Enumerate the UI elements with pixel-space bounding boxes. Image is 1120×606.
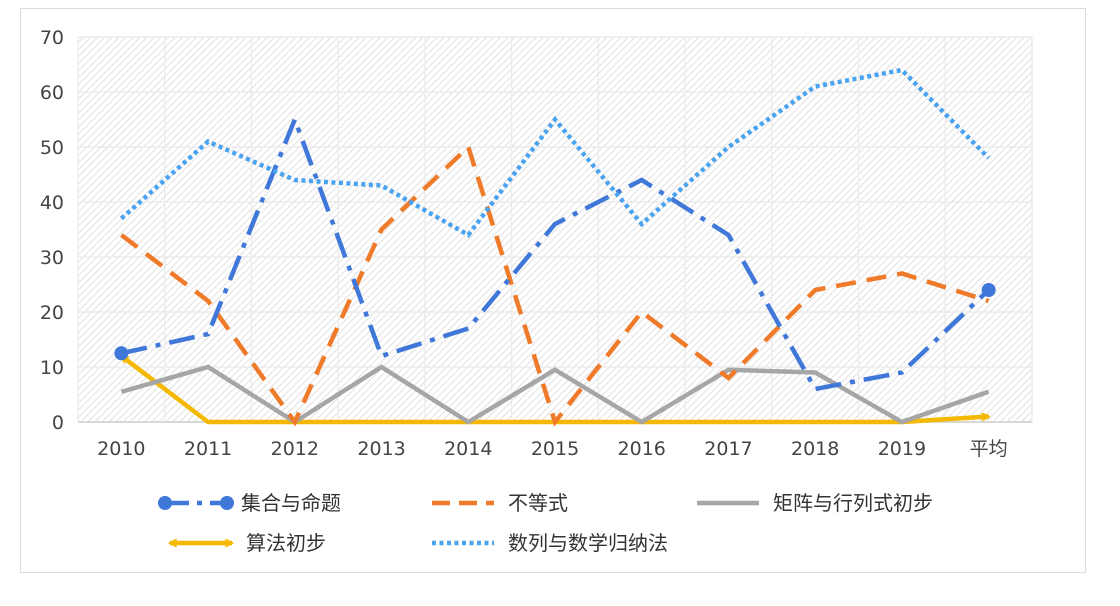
- series-5: [119, 67, 991, 238]
- legend-marker: [220, 496, 234, 510]
- x-tick-label: 平均: [970, 438, 1008, 460]
- series-2: [120, 142, 990, 427]
- legend-item: 矩阵与行列式初步: [697, 491, 933, 515]
- series-line: [119, 67, 991, 238]
- y-tick-label: 10: [40, 357, 64, 379]
- x-tick-label: 2012: [271, 438, 319, 460]
- legend-label: 不等式: [508, 491, 568, 515]
- data-point: [981, 283, 996, 297]
- legend-label: 算法初步: [246, 531, 326, 555]
- series-line: [120, 113, 991, 392]
- x-tick-label: 2013: [357, 438, 405, 460]
- legend-item: 数列与数学归纳法: [432, 531, 668, 555]
- y-tick-label: 30: [40, 247, 64, 269]
- series-line: [120, 364, 990, 425]
- y-tick-label: 70: [40, 27, 64, 49]
- x-tick-label: 2018: [791, 438, 839, 460]
- y-tick-label: 60: [40, 82, 64, 104]
- x-tick-label: 2017: [704, 438, 752, 460]
- x-tick-label: 2019: [878, 438, 926, 460]
- y-tick-label: 40: [40, 192, 64, 214]
- x-tick-label: 2016: [618, 438, 666, 460]
- series-1: [114, 113, 996, 392]
- x-tick-label: 2015: [531, 438, 579, 460]
- legend-marker: [158, 496, 172, 510]
- y-tick-label: 50: [40, 137, 64, 159]
- legend-label: 集合与命题: [241, 491, 341, 515]
- legend-label: 数列与数学归纳法: [508, 531, 668, 555]
- x-tick-label: 2014: [444, 438, 492, 460]
- x-tick-label: 2011: [184, 438, 232, 460]
- legend-item: 不等式: [432, 491, 568, 515]
- legend-label: 矩阵与行列式初步: [773, 491, 933, 515]
- legend-item: 集合与命题: [158, 491, 341, 515]
- x-tick-label: 2010: [97, 438, 145, 460]
- y-tick-label: 20: [40, 302, 64, 324]
- y-tick-label: 0: [52, 412, 64, 434]
- plot-area: [78, 37, 1032, 422]
- series-3: [120, 364, 990, 425]
- series-line: [120, 142, 990, 427]
- legend-item: 算法初步: [170, 531, 326, 555]
- data-point: [114, 346, 129, 361]
